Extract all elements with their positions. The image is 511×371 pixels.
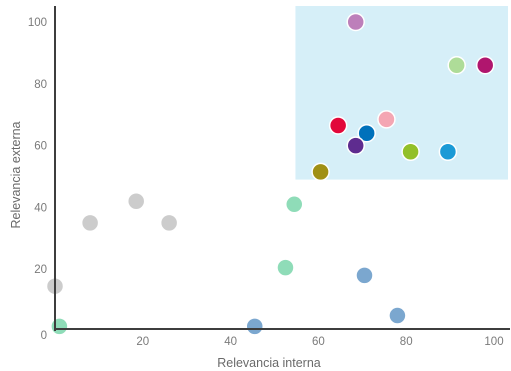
data-point-3: [159, 213, 179, 233]
x-axis-title: Relevancia interna: [217, 356, 321, 370]
y-tick-label: 80: [34, 79, 47, 91]
data-point-13: [328, 116, 348, 135]
data-point-11: [447, 56, 466, 75]
data-point-2: [126, 191, 146, 211]
x-tick-label: 80: [400, 336, 413, 348]
x-tick-label: 20: [136, 336, 149, 348]
y-tick-label: 40: [34, 202, 47, 214]
y-tick-labels: 0 20 40 60 80 100: [28, 17, 47, 342]
data-point-18: [401, 142, 420, 162]
data-point-14: [357, 123, 376, 143]
data-point-9: [388, 306, 407, 325]
y-tick-label: 0: [41, 330, 47, 342]
y-axis-title: Relevancia externa: [9, 121, 23, 228]
x-tick-label: 40: [224, 336, 237, 348]
data-point-17: [311, 162, 330, 182]
x-tick-label: 60: [312, 336, 325, 348]
data-point-5: [276, 258, 295, 277]
data-point-1: [80, 213, 100, 233]
data-point-8: [355, 266, 374, 285]
y-tick-label: 20: [34, 264, 47, 276]
data-point-10: [346, 12, 365, 32]
data-point-16: [346, 136, 365, 155]
x-tick-label: 100: [484, 336, 503, 348]
y-tick-label: 100: [28, 17, 47, 29]
data-point-12: [475, 56, 495, 75]
data-point-15: [377, 110, 396, 129]
data-point-4: [50, 317, 69, 336]
data-point-6: [285, 195, 304, 214]
x-tick-labels: 20 40 60 80 100: [136, 336, 503, 348]
data-point-19: [438, 142, 458, 162]
y-tick-label: 60: [34, 141, 47, 153]
data-point-7: [245, 317, 264, 336]
data-points: [45, 12, 495, 336]
